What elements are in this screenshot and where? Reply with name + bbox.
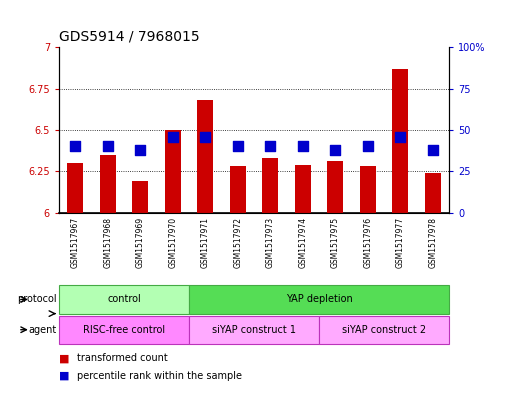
Text: GSM1517969: GSM1517969 xyxy=(136,217,145,268)
Point xyxy=(396,133,404,140)
Bar xyxy=(294,165,311,213)
Text: protocol: protocol xyxy=(17,294,56,305)
Point xyxy=(299,143,307,150)
Point xyxy=(104,143,112,150)
Text: GSM1517975: GSM1517975 xyxy=(331,217,340,268)
Text: GSM1517971: GSM1517971 xyxy=(201,217,210,268)
Text: siYAP construct 2: siYAP construct 2 xyxy=(342,325,426,335)
Bar xyxy=(392,69,408,213)
Text: GDS5914 / 7968015: GDS5914 / 7968015 xyxy=(59,29,200,43)
Text: percentile rank within the sample: percentile rank within the sample xyxy=(77,371,242,381)
Bar xyxy=(197,100,213,213)
Bar xyxy=(165,130,181,213)
Bar xyxy=(189,316,319,344)
Bar xyxy=(59,285,189,314)
Text: GSM1517967: GSM1517967 xyxy=(71,217,80,268)
Text: GSM1517977: GSM1517977 xyxy=(396,217,405,268)
Text: GSM1517978: GSM1517978 xyxy=(428,217,437,268)
Text: GSM1517973: GSM1517973 xyxy=(266,217,274,268)
Bar xyxy=(262,158,278,213)
Text: GSM1517974: GSM1517974 xyxy=(298,217,307,268)
Bar xyxy=(132,181,148,213)
Text: control: control xyxy=(107,294,141,305)
Point xyxy=(266,143,274,150)
Text: GSM1517970: GSM1517970 xyxy=(168,217,177,268)
Text: GSM1517968: GSM1517968 xyxy=(103,217,112,268)
Text: GSM1517976: GSM1517976 xyxy=(363,217,372,268)
Bar xyxy=(424,173,441,213)
Bar xyxy=(100,155,116,213)
Bar xyxy=(229,166,246,213)
Point xyxy=(136,147,144,153)
Text: transformed count: transformed count xyxy=(77,353,168,363)
Bar xyxy=(59,316,189,344)
Bar xyxy=(360,166,376,213)
Point xyxy=(428,147,437,153)
Text: GSM1517972: GSM1517972 xyxy=(233,217,242,268)
Bar xyxy=(67,163,83,213)
Text: agent: agent xyxy=(28,325,56,335)
Text: siYAP construct 1: siYAP construct 1 xyxy=(212,325,296,335)
Point xyxy=(71,143,80,150)
Bar xyxy=(327,161,343,213)
Text: ■: ■ xyxy=(59,371,69,381)
Point xyxy=(233,143,242,150)
Point xyxy=(364,143,372,150)
Bar xyxy=(319,316,449,344)
Point xyxy=(201,133,209,140)
Text: ■: ■ xyxy=(59,353,69,363)
Point xyxy=(169,133,177,140)
Text: YAP depletion: YAP depletion xyxy=(286,294,352,305)
Bar xyxy=(189,285,449,314)
Point xyxy=(331,147,339,153)
Text: RISC-free control: RISC-free control xyxy=(83,325,165,335)
